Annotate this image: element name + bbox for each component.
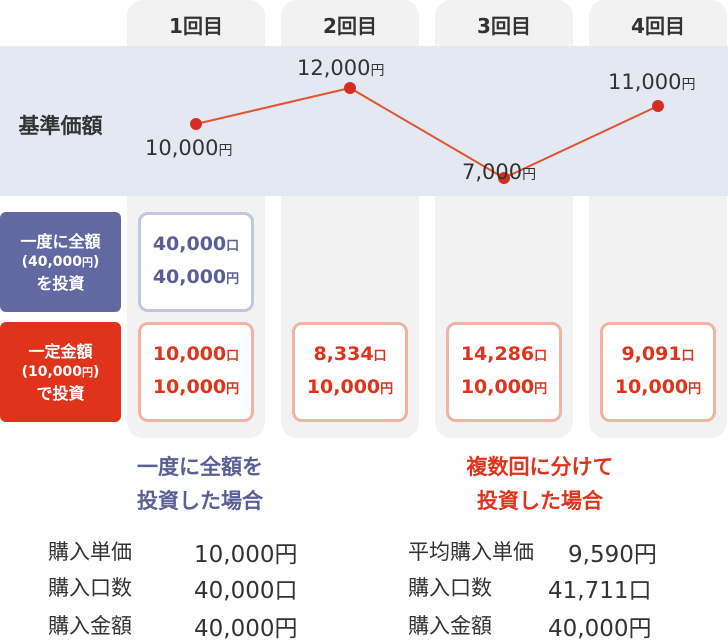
dca-cell-4: 9,091口 10,000円 [600,322,716,422]
price-label-1: 10,000円 [145,136,233,160]
row-label-price: 基準価額 [18,114,103,138]
price-point-1 [190,118,202,130]
column-header-2: 2回目 [323,14,377,38]
price-series-line [195,86,659,180]
price-label-2: 12,000円 [297,56,385,80]
price-point-4 [652,100,664,112]
lump-sum-label: 一度に全額 (40,000円) を投資 [0,212,121,312]
lump-sum-cell: 40,000口 40,000円 [138,212,254,312]
price-label-3: 7,000円 [462,160,537,184]
column-header-4: 4回目 [631,14,685,38]
price-point-2 [344,82,356,94]
lump-summary-row-3: 購入金額 40,000円 [48,614,298,642]
dca-summary-row-1: 平均購入単価 9,590円 [408,540,657,568]
price-line-chart [190,82,664,184]
lump-summary-row-2: 購入口数 40,000口 [48,576,298,604]
price-band [0,46,728,196]
column-header-1: 1回目 [169,14,223,38]
price-label-4: 11,000円 [608,70,696,94]
price-point-3 [498,172,510,184]
dca-cell-1: 10,000口 10,000円 [138,322,254,422]
dca-cell-2: 8,334口 10,000円 [292,322,408,422]
dca-summary-row-3: 購入金額 40,000円 [408,614,652,642]
column-header-3: 3回目 [477,14,531,38]
dca-cell-3: 14,286口 10,000円 [446,322,562,422]
dca-summary-title: 複数回に分けて 投資した場合 [466,455,614,513]
dca-summary-row-2: 購入口数 41,711口 [408,576,652,604]
lump-summary-title: 一度に全額を 投資した場合 [137,455,263,513]
lump-summary-row-1: 購入単価 10,000円 [48,540,298,568]
dca-label: 一定金額 (10,000円) で投資 [0,322,121,422]
